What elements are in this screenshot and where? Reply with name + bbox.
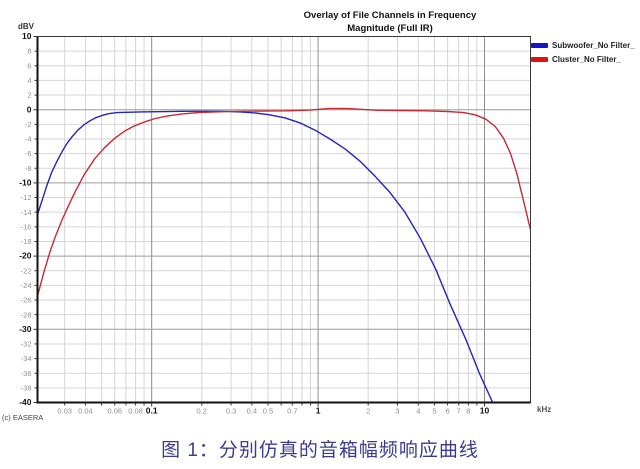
x-tick-label: 0.1 — [146, 406, 158, 416]
x-tick-label: 0.2 — [197, 407, 207, 416]
series-cluster-curve — [37, 107, 531, 296]
legend-label-subwoofer: Subwoofer_No Filter_ — [552, 40, 635, 50]
axis-lines — [36, 36, 531, 404]
axis-ticks — [33, 36, 485, 407]
series-subwoofer-curve — [37, 110, 494, 403]
chart-title-line2: Magnitude (Full IR) — [347, 23, 433, 34]
legend-label-cluster: Cluster_No Filter_ — [552, 54, 621, 64]
y-tick-label: -10 — [19, 178, 32, 188]
x-tick-label: 0.03 — [57, 407, 72, 416]
y-tick-label: 6 — [27, 61, 31, 70]
y-tick-label: 10 — [22, 31, 32, 41]
chart-title-line1: Overlay of File Channels in Frequency — [303, 10, 477, 21]
gridlines-minor — [37, 36, 531, 403]
plot-frame — [36, 36, 531, 404]
y-axis-unit-label: dBV — [18, 22, 35, 31]
x-tick-label: 8 — [466, 407, 470, 416]
y-tick-label: -34 — [21, 354, 32, 363]
y-tick-label: -22 — [21, 266, 32, 275]
y-tick-label: -40 — [19, 397, 32, 407]
y-tick-label: -6 — [25, 149, 32, 158]
x-tick-label: 5 — [432, 407, 436, 416]
x-tick-label: 2 — [366, 407, 370, 416]
x-tick-label: 0.04 — [78, 407, 93, 416]
plot-svg: 0.03 0.04 0.06 0.08 0.1 0.2 0.3 0.4 0.5 0.7 1 2 3 4 5 6… — [18, 22, 551, 416]
y-tick-label: -32 — [21, 340, 32, 349]
x-tick-label: 0.06 — [107, 407, 122, 416]
plot-border — [37, 36, 531, 403]
y-tick-label: -16 — [21, 222, 32, 231]
x-tick-label: 0.7 — [287, 407, 297, 416]
y-tick-label: 4 — [27, 76, 31, 85]
legend-swatch-cluster — [531, 56, 548, 62]
y-tick-label: -18 — [21, 237, 32, 246]
x-tick-label: 0.08 — [128, 407, 143, 416]
y-tick-label: -36 — [21, 369, 32, 378]
y-tick-label: -4 — [25, 135, 32, 144]
y-tick-label: 8 — [27, 47, 31, 56]
x-tick-label: 6 — [445, 407, 449, 416]
x-tick-label: 10 — [480, 406, 490, 416]
y-tick-label: 0 — [27, 104, 32, 114]
y-tick-label: -28 — [21, 310, 32, 319]
x-tick-label: 3 — [395, 407, 399, 416]
x-tick-label: 4 — [416, 407, 420, 416]
y-tick-label: -2 — [25, 120, 32, 129]
y-tick-label: -14 — [21, 208, 32, 217]
copyright-label: (c) EASERA — [2, 413, 44, 422]
chart-title: Overlay of File Channels in Frequency Ma… — [240, 9, 540, 35]
y-tick-label: -24 — [21, 281, 32, 290]
curves — [37, 107, 531, 403]
legend-item-cluster: Cluster_No Filter_ — [531, 54, 635, 64]
legend: Subwoofer_No Filter_ Cluster_No Filter_ — [531, 41, 635, 69]
x-tick-label: 0.3 — [226, 407, 236, 416]
legend-swatch-subwoofer — [531, 42, 548, 48]
axis-tick-labels: 0.03 0.04 0.06 0.08 0.1 0.2 0.3 0.4 0.5 0.7 1 2 3 4 5 6… — [19, 31, 489, 415]
y-tick-label: -8 — [25, 164, 32, 173]
y-tick-label: 2 — [27, 91, 31, 100]
x-axis-unit-label: kHz — [537, 405, 551, 414]
y-tick-label: -38 — [21, 383, 32, 392]
y-tick-label: -30 — [19, 324, 32, 334]
y-tick-label: -20 — [19, 251, 32, 261]
x-tick-label: 0.5 — [263, 407, 273, 416]
x-tick-label: 0.4 — [247, 407, 257, 416]
figure-caption: 图 1：分别仿真的音箱幅频响应曲线 — [161, 440, 479, 461]
y-tick-label: -26 — [21, 296, 32, 305]
y-tick-label: -12 — [21, 193, 32, 202]
gridlines-major — [37, 36, 531, 403]
legend-item-subwoofer: Subwoofer_No Filter_ — [531, 40, 635, 50]
x-tick-label: 1 — [316, 406, 321, 416]
x-tick-label: 7 — [457, 407, 461, 416]
frequency-response-chart: 0.03 0.04 0.06 0.08 0.1 0.2 0.3 0.4 0.5 0.7 1 2 3 4 5 6… — [2, 9, 635, 422]
